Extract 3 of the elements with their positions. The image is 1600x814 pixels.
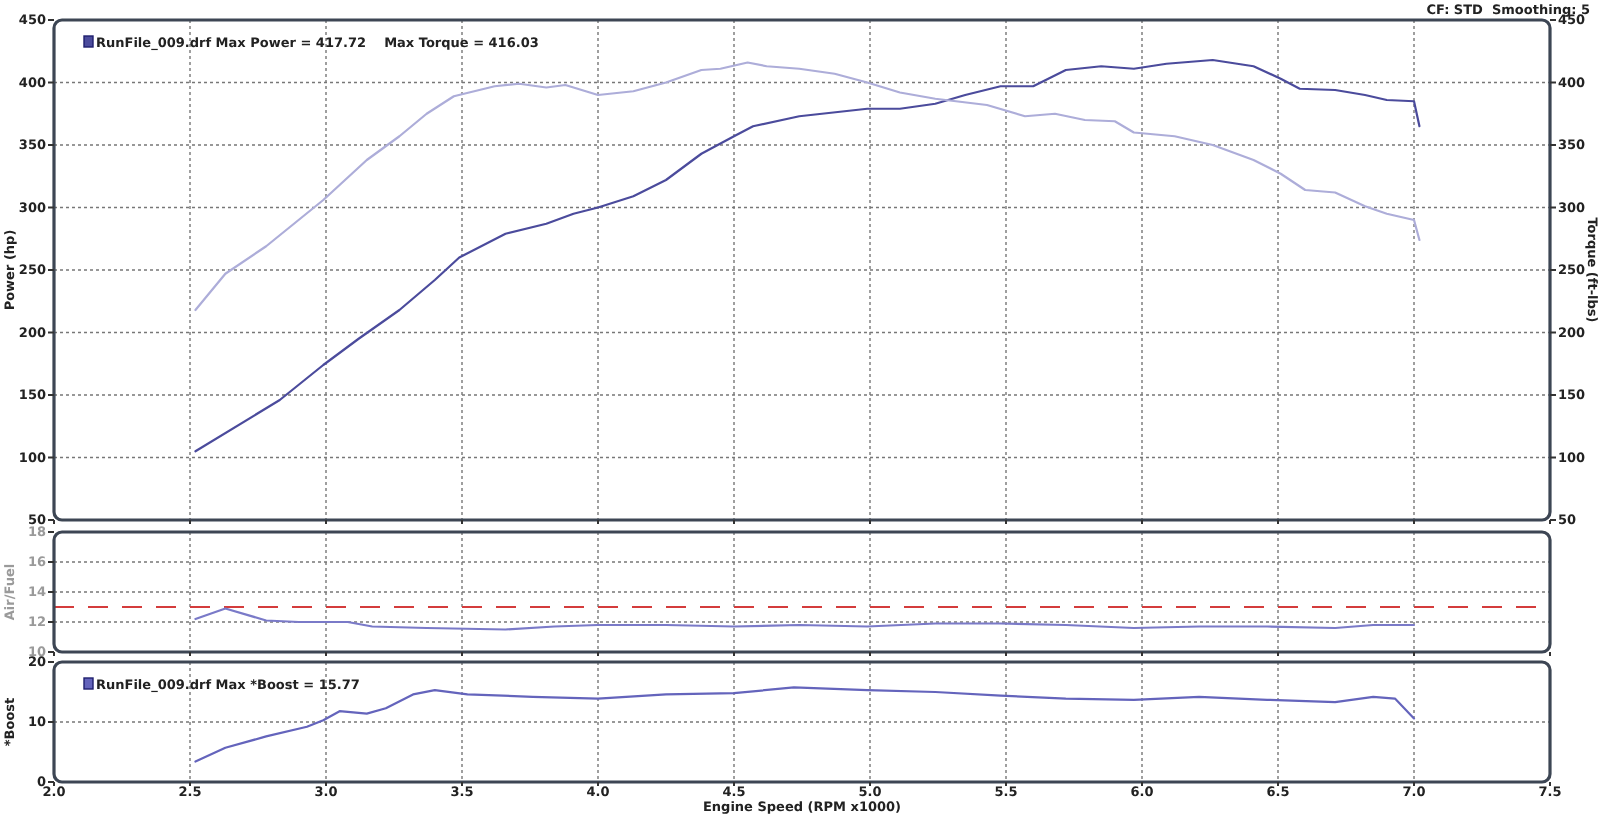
line-series xyxy=(194,607,1416,631)
line-series xyxy=(194,61,1421,312)
line-series xyxy=(194,58,1421,453)
